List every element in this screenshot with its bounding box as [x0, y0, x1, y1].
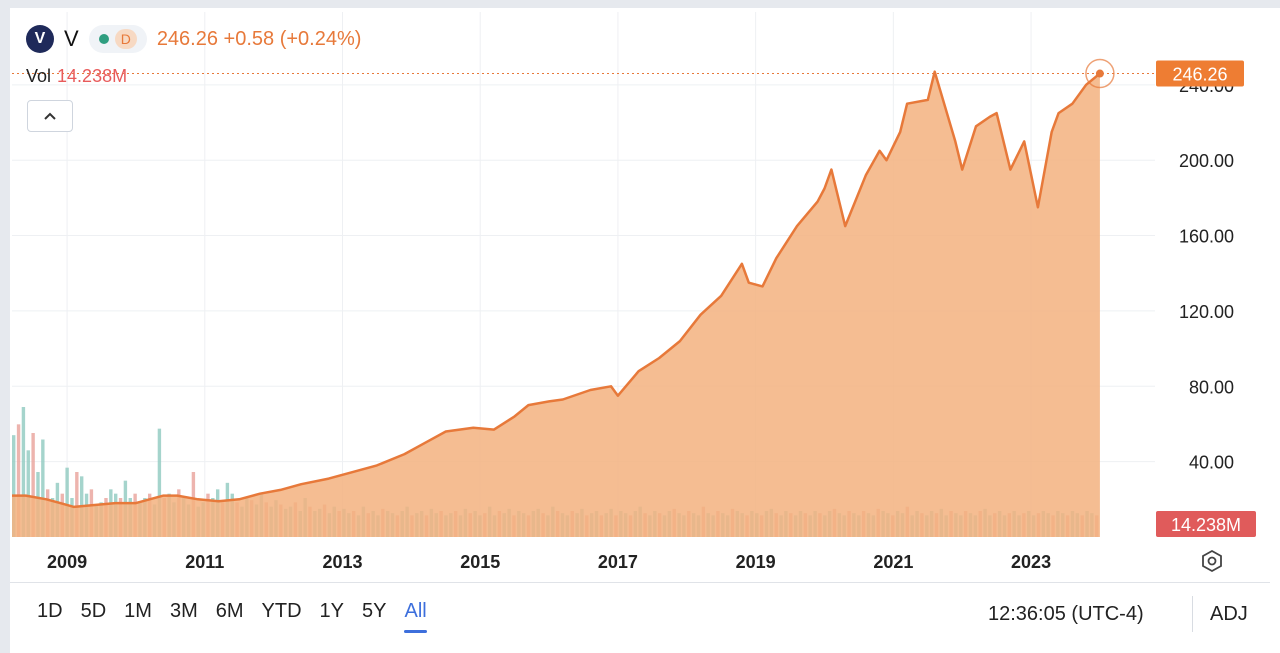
range-ytd[interactable]: YTD: [261, 600, 302, 622]
axis-divider: [10, 582, 1270, 583]
volume-bar: [31, 433, 35, 537]
chevron-up-icon: [44, 112, 56, 120]
interval-badge: D: [114, 29, 137, 49]
volume-tag: 14.238M: [1171, 515, 1241, 535]
price-change: 246.26 +0.58 (+0.24%): [156, 27, 362, 50]
status-pill[interactable]: D: [88, 25, 147, 53]
last-price-ring: [1085, 58, 1115, 89]
x-tick-label: 2021: [873, 552, 913, 572]
left-border: [0, 8, 10, 653]
y-tick-label: 40.00: [1189, 453, 1234, 473]
y-tick-label: 160.00: [1179, 227, 1234, 247]
last-price-dot: [1095, 69, 1104, 78]
volume-legend: Vol 14.238M: [26, 66, 127, 87]
range-6m[interactable]: 6M: [215, 600, 244, 622]
y-tick-label: 80.00: [1189, 377, 1234, 397]
y-tick-label: 200.00: [1179, 151, 1234, 171]
market-status-icon: [98, 34, 109, 44]
time-range-selector: 1D 5D 1M 3M 6M YTD 1Y 5Y All: [28, 600, 436, 633]
range-1m[interactable]: 1M: [124, 600, 152, 622]
price-line: [12, 70, 1101, 509]
collapse-legend-button[interactable]: [27, 100, 73, 132]
volume-bar: [21, 407, 26, 537]
range-all[interactable]: All: [395, 600, 435, 633]
range-3m[interactable]: 3M: [169, 600, 198, 622]
x-tick-label: 2011: [185, 552, 224, 572]
x-tick-label: 2013: [322, 552, 362, 572]
price-tag: 246.26: [1172, 65, 1227, 85]
top-border: [0, 0, 1280, 8]
visa-logo-icon: V: [26, 25, 54, 53]
volume-bar: [65, 467, 69, 537]
separator: [1192, 596, 1193, 632]
x-tick-label: 2017: [598, 552, 638, 572]
volume-label: Vol: [26, 66, 52, 86]
x-tick-label: 2015: [460, 552, 500, 572]
volume-bar: [157, 428, 162, 537]
range-5d[interactable]: 5D: [80, 600, 107, 622]
price-tag-bg: [1156, 60, 1244, 87]
clock: 12:36:05 (UTC-4): [988, 603, 1144, 625]
y-tick-label: 120.00: [1179, 302, 1234, 322]
price-area: [12, 71, 1100, 537]
ticker-symbol[interactable]: V: [64, 26, 79, 51]
volume-tag-bg: [1156, 511, 1256, 537]
x-tick-label: 2019: [736, 552, 776, 572]
x-tick-label: 2023: [1011, 552, 1051, 572]
chart-legend: V V D 246.26 +0.58 (+0.24%): [26, 24, 361, 54]
volume-bar: [41, 439, 45, 537]
x-tick-label: 2009: [47, 552, 87, 572]
range-1y[interactable]: 1Y: [319, 600, 345, 622]
volume-value: 14.238M: [57, 66, 128, 86]
settings-icon[interactable]: [1200, 549, 1224, 573]
range-5y[interactable]: 5Y: [362, 600, 387, 622]
volume-bar: [26, 450, 30, 537]
volume-bar: [75, 472, 79, 537]
volume-bar: [16, 424, 21, 537]
volume-bar: [12, 435, 16, 537]
adj-toggle[interactable]: ADJ: [1210, 603, 1248, 625]
range-1d[interactable]: 1D: [37, 600, 63, 622]
